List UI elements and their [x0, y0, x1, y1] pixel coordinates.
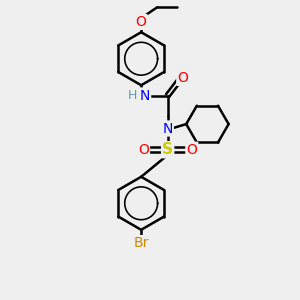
Text: H: H [128, 89, 138, 102]
Text: N: N [140, 88, 150, 103]
Text: O: O [138, 143, 149, 157]
Text: N: N [163, 122, 173, 136]
Text: Br: Br [134, 236, 149, 250]
Text: O: O [136, 15, 147, 29]
Text: O: O [177, 71, 188, 85]
Text: O: O [186, 143, 197, 157]
Text: S: S [162, 142, 173, 157]
